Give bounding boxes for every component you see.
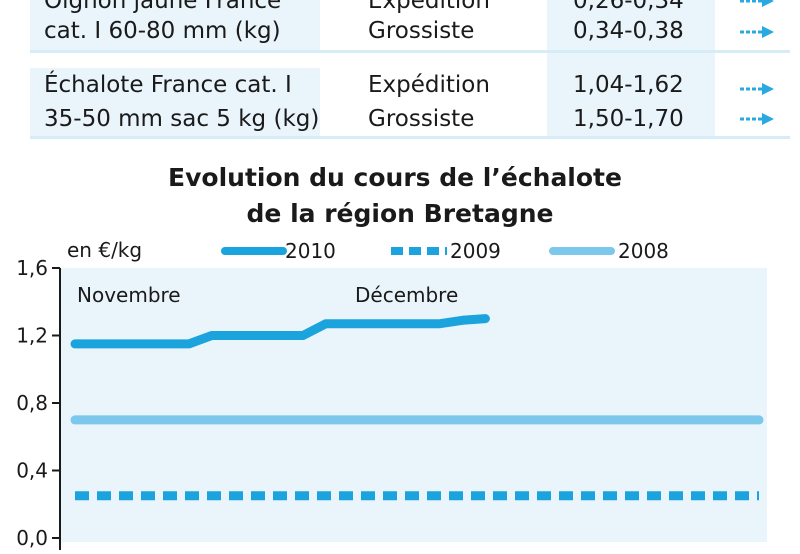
product-column-bg [30, 0, 320, 50]
row-separator [30, 50, 790, 53]
stage-label: Grossiste [368, 106, 475, 132]
price-range: 1,50-1,70 [573, 106, 684, 132]
product-name-line1: Échalote France cat. I [44, 72, 292, 98]
product-name-line2: 35-50 mm sac 5 kg (kg) [44, 106, 320, 132]
chart-title: Evolution du cours de l’échalote [168, 163, 622, 192]
price-range: 1,04-1,62 [573, 72, 684, 98]
axis-layer: 0,0 0,4 0,8 1,2 1,6 [16, 256, 61, 550]
product-name-line1: Oignon jaune France [44, 0, 282, 14]
right-arrow-icon [740, 0, 774, 7]
series-line-2010 [70, 314, 490, 349]
legend: 2010 2009 2008 [221, 239, 669, 263]
legend-label-2010: 2010 [285, 239, 336, 263]
legend-label-2008: 2008 [618, 239, 669, 263]
product-column-bg [30, 68, 320, 136]
chart-subtitle: de la région Bretagne [247, 199, 554, 228]
chart-panel: Evolution du cours de l’échalote de la r… [5, 150, 795, 550]
legend-label-2009: 2009 [450, 239, 501, 263]
y-tick-label: 1,2 [16, 324, 48, 348]
plot-background [60, 268, 767, 542]
price-table: Oignon jaune France cat. I 60-80 mm (kg)… [0, 0, 800, 150]
stage-label: Expédition [368, 72, 490, 98]
month-label-november: Novembre [77, 283, 181, 307]
price-chart: Evolution du cours de l’échalote de la r… [16, 163, 767, 550]
right-arrow-icon [740, 26, 774, 38]
row-separator [30, 136, 790, 139]
price-range: 0,26-0,34 [573, 0, 684, 14]
right-arrow-icon [740, 83, 774, 95]
product-name-line2: cat. I 60-80 mm (kg) [44, 18, 281, 44]
month-label-december: Décembre [355, 283, 458, 307]
series-layer [70, 314, 764, 501]
price-range: 0,34-0,38 [573, 18, 684, 44]
price-column-bg [547, 0, 715, 136]
stage-label: Expédition [368, 0, 490, 14]
right-arrow-icon [740, 113, 774, 125]
y-axis-unit-label: en €/kg [67, 238, 142, 262]
y-tick-label: 0,0 [16, 526, 48, 550]
y-tick-label: 0,4 [16, 459, 48, 483]
y-tick-label: 0,8 [16, 391, 48, 415]
y-tick-label: 1,6 [16, 256, 48, 280]
stage-label: Grossiste [368, 18, 475, 44]
